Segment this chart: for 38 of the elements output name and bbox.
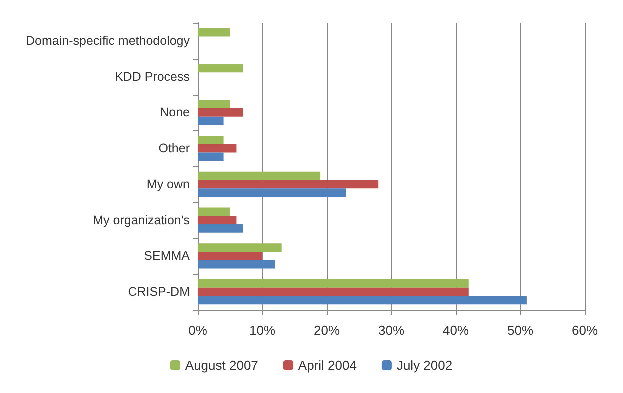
legend-label: August 2007 <box>185 358 258 373</box>
bar <box>198 280 469 288</box>
y-tick-label: Domain-specific methodology <box>26 34 191 48</box>
legend-label: April 2004 <box>298 358 357 373</box>
x-tick-label: 0% <box>188 323 208 338</box>
x-tick-label: 10% <box>249 323 276 338</box>
x-tick-label: 60% <box>572 323 598 338</box>
bar <box>198 260 276 269</box>
y-tick-label: SEMMA <box>144 249 191 264</box>
y-tick-label: Other <box>158 142 190 156</box>
bar <box>198 180 379 189</box>
x-tick-label: 30% <box>378 323 405 338</box>
y-tick-label: CRISP-DM <box>128 285 190 300</box>
bar <box>198 152 224 162</box>
legend-label: July 2002 <box>396 358 453 373</box>
bar <box>198 296 527 305</box>
y-tick-label: My own <box>146 177 190 192</box>
bar <box>198 224 244 233</box>
bar <box>198 108 244 117</box>
bar <box>198 28 230 37</box>
x-tick-label: 20% <box>314 323 340 338</box>
bar <box>198 116 224 126</box>
bar <box>198 144 237 153</box>
bar <box>198 136 224 144</box>
x-tick-label: 50% <box>507 323 534 338</box>
bar <box>198 244 282 252</box>
bar <box>198 64 244 73</box>
bar <box>198 188 346 197</box>
bar <box>198 208 230 216</box>
y-tick-label: KDD Process <box>114 70 190 84</box>
y-tick-label: None <box>160 106 190 120</box>
y-tick-label: My organization's <box>93 213 190 228</box>
bar <box>198 252 262 260</box>
bar <box>198 172 321 180</box>
x-tick-label: 40% <box>442 323 470 338</box>
bar <box>198 216 237 224</box>
bar <box>198 100 230 108</box>
bar <box>198 288 469 296</box>
